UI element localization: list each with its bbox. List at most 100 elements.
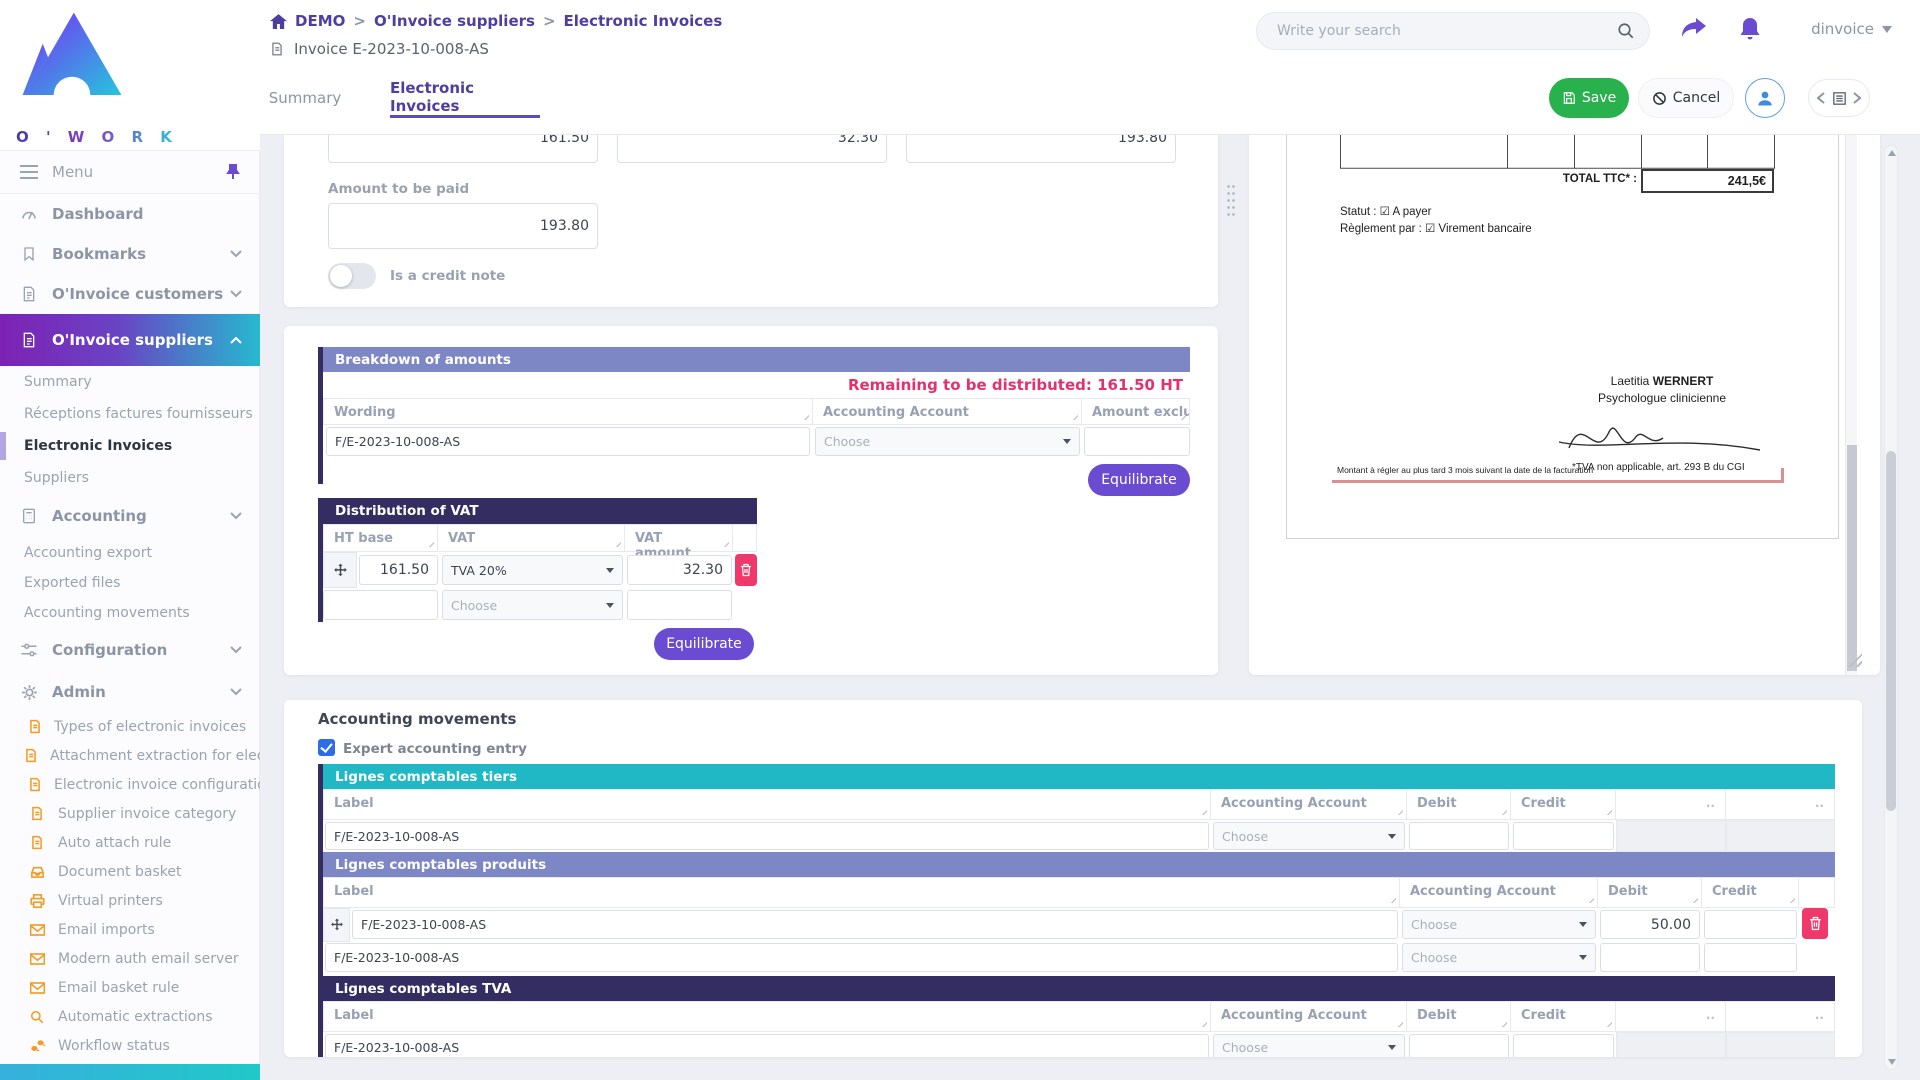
sidebar-item-automatic-extractions[interactable]: Automatic extractions	[0, 1002, 260, 1031]
breakdown-wording-input[interactable]	[326, 427, 810, 456]
tiers-label-input[interactable]	[325, 822, 1209, 850]
tiers-account-select[interactable]: Choose	[1213, 822, 1405, 850]
sidebar-item-types-of-electronic-invoices[interactable]: Types of electronic invoices	[0, 712, 260, 741]
tab-electronic-invoices[interactable]: Electronic Invoices	[390, 78, 540, 118]
sidebar-item-exported-files[interactable]: Exported files	[0, 568, 260, 598]
sidebar-item-workflow-status[interactable]: Workflow status	[0, 1031, 260, 1060]
col-header-debit[interactable]: Debit	[1598, 877, 1702, 908]
vat-rate-select[interactable]: TVA 20%	[442, 555, 623, 585]
row-drag-handle[interactable]	[323, 908, 350, 942]
menu-toggle[interactable]: Menu	[0, 150, 260, 194]
tva-label-input[interactable]	[325, 1034, 1209, 1057]
vat-amount-input[interactable]	[617, 135, 887, 163]
vat-ht-base-input[interactable]	[359, 555, 438, 585]
tva-account-select[interactable]: Choose	[1213, 1034, 1405, 1057]
produits-label-input-2[interactable]	[325, 943, 1398, 972]
amount-to-be-paid-input[interactable]	[328, 203, 598, 249]
col-header-accounting-account[interactable]: Accounting Account	[1211, 789, 1407, 820]
produits-label-input[interactable]	[352, 910, 1398, 939]
sidebar-item-electronic-invoice-configuration[interactable]: Electronic invoice configuration	[0, 770, 260, 799]
vat-rate-select-empty[interactable]: Choose	[442, 590, 623, 620]
home-icon[interactable]	[270, 13, 287, 29]
tiers-credit-input[interactable]	[1513, 822, 1614, 850]
amount-excl-tax-input[interactable]	[328, 135, 598, 163]
search-icon[interactable]	[1617, 22, 1635, 40]
breakdown-account-select[interactable]: Choose	[815, 427, 1080, 456]
vat-amount-input[interactable]	[627, 555, 732, 585]
col-header-ht-base[interactable]: HT base	[323, 524, 438, 552]
cancel-button[interactable]: Cancel	[1638, 78, 1734, 118]
save-button[interactable]: Save	[1549, 78, 1629, 118]
col-header-credit[interactable]: Credit	[1511, 789, 1616, 820]
bell-icon[interactable]	[1738, 16, 1762, 46]
scroll-down-arrow[interactable]	[1888, 1059, 1896, 1065]
sidebar-item-dashboard[interactable]: Dashboard	[0, 194, 260, 234]
produits-debit-input[interactable]	[1600, 910, 1700, 939]
delete-vat-row-button[interactable]	[735, 554, 757, 586]
content-scrollbar[interactable]	[1884, 145, 1898, 1070]
record-nav[interactable]	[1808, 79, 1870, 117]
sidebar-item-email-imports[interactable]: Email imports	[0, 915, 260, 944]
sidebar-item-attachment-extraction[interactable]: Attachment extraction for electron	[0, 741, 260, 770]
col-header-credit[interactable]: Credit	[1702, 877, 1799, 908]
sidebar-item-admin[interactable]: Admin	[0, 672, 260, 712]
breadcrumb-root[interactable]: DEMO	[295, 12, 346, 30]
col-header-credit[interactable]: Credit	[1511, 1001, 1616, 1032]
preview-scrollbar-thumb[interactable]	[1847, 445, 1857, 671]
sidebar-item-electronic-invoices[interactable]: Electronic Invoices	[0, 430, 260, 462]
content-scrollbar-thumb[interactable]	[1886, 451, 1896, 811]
search-input[interactable]	[1277, 23, 1617, 39]
sidebar-item-configuration[interactable]: Configuration	[0, 628, 260, 672]
breakdown-equilibrate-button[interactable]: Equilibrate	[1088, 464, 1190, 496]
produits-credit-input[interactable]	[1704, 910, 1797, 939]
tab-summary[interactable]: Summary	[269, 78, 342, 118]
expert-accounting-entry-checkbox[interactable]	[318, 739, 335, 756]
sidebar-item-suppliers[interactable]: Suppliers	[0, 462, 260, 494]
sidebar-item-oinvoice-suppliers[interactable]: O'Invoice suppliers	[0, 314, 260, 366]
col-header-vat[interactable]: VAT	[438, 524, 625, 552]
col-header-label[interactable]: Label	[323, 1001, 1211, 1032]
sidebar-item-virtual-printers[interactable]: Virtual printers	[0, 886, 260, 915]
panel-splitter-handle[interactable]	[1226, 183, 1236, 217]
delete-produits-row-button[interactable]	[1802, 908, 1828, 939]
share-icon[interactable]	[1680, 16, 1708, 44]
preview-scrollbar[interactable]	[1845, 135, 1857, 675]
list-icon[interactable]	[1832, 91, 1846, 105]
sidebar-item-bookmarks[interactable]: Bookmarks	[0, 234, 260, 274]
col-header-wording[interactable]: Wording	[323, 398, 813, 425]
produits-account-select[interactable]: Choose	[1402, 910, 1596, 939]
breadcrumb-link-suppliers[interactable]: O'Invoice suppliers	[373, 12, 535, 30]
user-avatar-button[interactable]	[1745, 78, 1785, 118]
app-logo[interactable]: O ' W O R K	[0, 0, 260, 150]
vat-amount-input-empty[interactable]	[627, 590, 732, 620]
prev-record-icon[interactable]	[1816, 92, 1825, 104]
produits-account-select-2[interactable]: Choose	[1402, 943, 1596, 972]
vat-equilibrate-button[interactable]: Equilibrate	[654, 628, 754, 660]
sidebar-item-email-basket-rule[interactable]: Email basket rule	[0, 973, 260, 1002]
col-header-amount-excl[interactable]: Amount exclu	[1082, 398, 1190, 425]
sidebar-item-accounting[interactable]: Accounting	[0, 494, 260, 538]
col-header-debit[interactable]: Debit	[1407, 789, 1511, 820]
col-header-accounting-account[interactable]: Accounting Account	[813, 398, 1082, 425]
next-record-icon[interactable]	[1853, 92, 1862, 104]
col-header-debit[interactable]: Debit	[1407, 1001, 1511, 1032]
sidebar-item-auto-attach-rule[interactable]: Auto attach rule	[0, 828, 260, 857]
sidebar-item-accounting-export[interactable]: Accounting export	[0, 538, 260, 568]
col-header-accounting-account[interactable]: Accounting Account	[1211, 1001, 1407, 1032]
col-header-label[interactable]: Label	[323, 877, 1400, 908]
user-menu[interactable]: dinvoice	[1811, 20, 1892, 38]
col-header-label[interactable]: Label	[323, 789, 1211, 820]
pin-icon[interactable]	[226, 164, 240, 180]
breadcrumb-link-electronic-invoices[interactable]: Electronic Invoices	[563, 12, 723, 30]
sidebar-item-document-basket[interactable]: Document basket	[0, 857, 260, 886]
invoice-preview-page[interactable]: TOTAL TTC* : 241,5€ Statut : ☑ A payer R…	[1286, 135, 1839, 539]
col-header-vat-amount[interactable]: VAT amount	[625, 524, 733, 561]
sidebar-item-modern-auth-email-server[interactable]: Modern auth email server	[0, 944, 260, 973]
breakdown-amount-input[interactable]	[1084, 427, 1190, 456]
produits-credit-input-2[interactable]	[1704, 943, 1797, 972]
tva-credit-input[interactable]	[1513, 1034, 1614, 1057]
row-drag-handle[interactable]	[323, 552, 357, 588]
amount-incl-tax-input[interactable]	[906, 135, 1176, 163]
tva-debit-input[interactable]	[1409, 1034, 1509, 1057]
sidebar-item-supplier-invoice-category[interactable]: Supplier invoice category	[0, 799, 260, 828]
